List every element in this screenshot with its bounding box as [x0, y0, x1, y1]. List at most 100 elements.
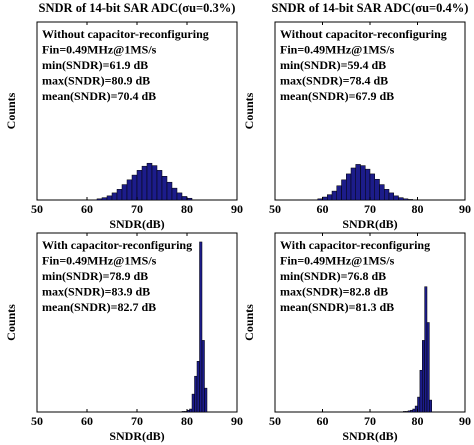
bar [151, 165, 158, 201]
annotation: Without capacitor-reconfiguring [42, 27, 209, 41]
x-tick-label: 60 [317, 202, 329, 216]
annotation: max(SNDR)=82.8 dB [280, 284, 388, 298]
bar [116, 189, 123, 201]
annotation: max(SNDR)=80.9 dB [42, 73, 150, 87]
x-tick-label: 60 [81, 414, 93, 428]
y-axis-label: Counts [4, 92, 18, 129]
x-axis-label: SNDR(dB) [342, 429, 397, 443]
bar [419, 369, 423, 413]
annotation: Fin=0.49MHz@1MS/s [42, 253, 157, 267]
bar [331, 190, 337, 201]
bar [181, 196, 188, 201]
y-axis-label: Counts [242, 304, 256, 341]
x-tick-label: 80 [181, 414, 193, 428]
annotation: With capacitor-reconfiguring [280, 238, 430, 252]
annotation: min(SNDR)=61.9 dB [42, 58, 148, 72]
bar [111, 192, 118, 201]
x-axis-label: SNDR(dB) [109, 429, 164, 443]
bar [374, 178, 380, 201]
x-tick-label: 90 [459, 202, 471, 216]
bar [369, 173, 375, 201]
bar [196, 361, 200, 413]
x-tick-label: 70 [364, 202, 376, 216]
bar [322, 196, 328, 201]
x-tick-label: 80 [412, 414, 424, 428]
bar [171, 187, 178, 201]
x-axis-label: SNDR(dB) [342, 217, 397, 231]
bar [407, 410, 411, 413]
x-tick-label: 60 [317, 414, 329, 428]
x-tick-label: 90 [231, 202, 243, 216]
bar [426, 322, 430, 413]
annotation: mean(SNDR)=82.7 dB [42, 300, 156, 314]
bar [96, 198, 103, 201]
bar [106, 195, 113, 201]
bar [121, 184, 128, 201]
bar [317, 198, 323, 201]
bar [360, 165, 366, 201]
bar [186, 197, 193, 201]
bar [355, 164, 361, 201]
x-axis-label: SNDR(dB) [109, 217, 164, 231]
bar [166, 181, 173, 201]
bar [422, 340, 425, 413]
bar [146, 162, 153, 201]
annotation: min(SNDR)=78.9 dB [42, 269, 148, 283]
x-tick-label: 70 [131, 414, 143, 428]
bar [429, 399, 432, 413]
bar [410, 409, 413, 413]
bar [194, 375, 198, 413]
bar [131, 174, 138, 201]
annotation: max(SNDR)=83.9 dB [42, 284, 150, 298]
bar [156, 170, 163, 201]
bar [379, 184, 385, 201]
bar [346, 173, 352, 201]
bar [384, 189, 390, 201]
bar [161, 176, 168, 201]
bar [199, 241, 203, 413]
bar [336, 185, 342, 201]
bar [407, 199, 413, 201]
x-tick-label: 50 [269, 414, 281, 428]
x-tick-label: 90 [459, 414, 471, 428]
annotation: max(SNDR)=78.4 dB [280, 73, 388, 87]
annotation: With capacitor-reconfiguring [42, 238, 192, 252]
x-tick-label: 70 [364, 414, 376, 428]
bar [365, 168, 371, 201]
bar [101, 197, 108, 201]
annotation: Fin=0.49MHz@1MS/s [42, 42, 157, 56]
bar [204, 387, 208, 413]
bar [341, 179, 347, 201]
chart-title: SNDR of 14-bit SAR ADC(σu=0.3%) [39, 1, 236, 15]
x-tick-label: 50 [269, 202, 281, 216]
x-tick-label: 80 [412, 202, 424, 216]
bar [350, 167, 356, 201]
bar [126, 179, 133, 201]
bar [141, 165, 148, 201]
bar [327, 194, 333, 201]
bar [181, 411, 185, 413]
annotation: Fin=0.49MHz@1MS/s [280, 253, 395, 267]
bar [136, 170, 143, 201]
annotation: mean(SNDR)=67.9 dB [280, 89, 394, 103]
bar [403, 411, 406, 413]
x-tick-label: 80 [181, 202, 193, 216]
annotation: min(SNDR)=76.8 dB [280, 269, 386, 283]
bar [424, 286, 428, 413]
x-tick-label: 50 [31, 202, 43, 216]
bar [393, 195, 399, 201]
bar [189, 408, 193, 413]
annotation: min(SNDR)=59.4 dB [280, 58, 386, 72]
bar [201, 340, 205, 413]
bar [403, 198, 409, 201]
x-tick-label: 70 [131, 202, 143, 216]
annotation: Without capacitor-reconfiguring [280, 27, 447, 41]
bar [176, 192, 183, 201]
x-tick-label: 50 [31, 414, 43, 428]
bar [388, 192, 394, 201]
annotation: Fin=0.49MHz@1MS/s [280, 42, 395, 56]
bar [398, 197, 404, 201]
y-axis-label: Counts [242, 92, 256, 129]
annotation: mean(SNDR)=70.4 dB [42, 89, 156, 103]
